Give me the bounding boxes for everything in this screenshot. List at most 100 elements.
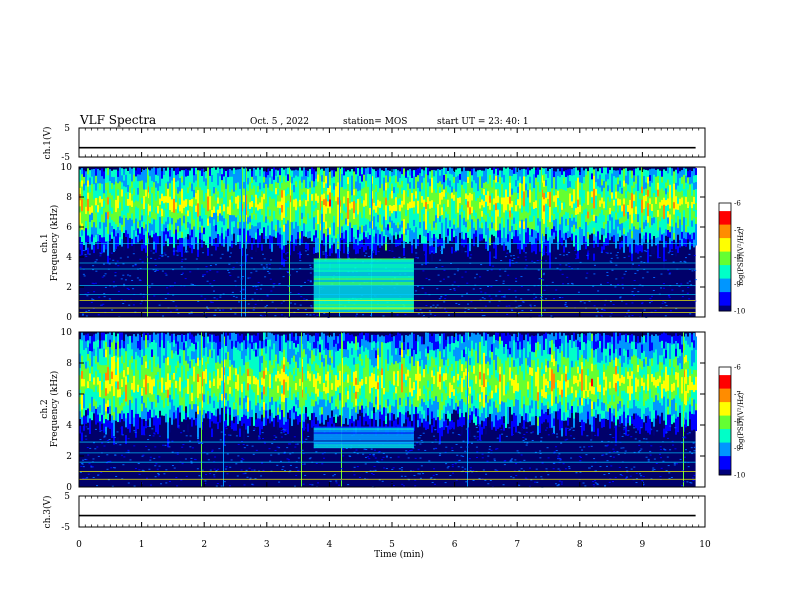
spectrogram-cell [251,231,253,238]
spectrogram-cell [463,196,465,204]
spectrogram-cell [507,196,509,205]
spectrogram-cell [323,233,325,240]
spectrogram-cell [623,204,625,212]
spectrogram-cell [617,170,619,178]
spectrogram-cell [219,220,221,229]
spectrogram-cell [363,174,365,182]
spectrogram-cell [217,221,219,229]
spectrogram-cell [669,196,671,204]
spectrogram-cell [109,376,111,385]
spectrogram-cell [589,173,591,181]
spectrogram-cell [151,180,153,188]
spectrogram-cell [551,195,553,203]
spectrogram-cell [329,206,331,215]
spectrogram-cell [509,189,511,198]
spectrogram-cell [681,238,683,247]
spectrogram-cell [597,223,599,232]
interference-line [313,266,414,268]
spectrogram-cell [211,167,213,176]
spectrogram-cell [335,186,337,195]
spectrogram-cell [205,178,207,187]
spectrogram-speckle [393,257,396,259]
spectrogram-cell [231,227,233,235]
spectrogram-cell [363,181,365,189]
spectrogram-cell [293,206,295,215]
spectrogram-cell [647,255,649,263]
spectrogram-cell [105,388,107,397]
spectrogram-speckle [649,298,652,300]
spectrogram-cell [663,218,665,227]
spectrogram-cell [199,193,201,200]
spectrogram-cell [471,181,473,189]
spectrogram-speckle [266,294,269,296]
spectrogram-cell [233,203,235,211]
spectrogram-speckle [470,301,473,303]
spectrogram-cell [309,224,311,232]
spectrogram-cell [449,187,451,195]
spectrogram-cell [353,189,355,196]
spectrogram-cell [619,186,621,194]
spectrogram-cell [553,232,555,240]
spectrogram-cell [531,191,533,200]
spectrogram-cell [135,336,137,345]
spectrogram-cell [261,220,263,228]
spectrogram-cell [425,195,427,203]
spectrogram-cell [333,170,335,178]
spectrogram-cell [87,354,89,362]
spectrogram-cell [629,177,631,186]
spectrogram-cell [579,189,581,198]
spectrogram-cell [679,178,681,186]
interference-line [313,274,414,276]
spectrogram-cell [431,200,433,209]
spectrogram-cell [197,243,199,251]
spectrogram-cell [173,240,175,249]
spectrogram-cell [125,351,127,361]
spectrogram-cell [187,170,189,177]
spectrogram-cell [461,225,463,233]
spectrogram-cell [277,195,279,203]
spectrogram-cell [517,199,519,206]
spectrogram-cell [143,215,145,223]
spectrogram-cell [597,238,599,247]
spectrogram-cell [443,211,445,220]
spectrogram-cell [361,181,363,190]
spectrogram-speckle [416,285,419,287]
spectrogram-cell [149,193,151,201]
spectrogram-cell [555,177,557,184]
spectrogram-speckle [667,269,670,271]
spectrogram-cell [363,206,365,214]
spectrogram-speckle [129,275,132,277]
spectrogram-speckle [102,263,105,265]
spectrogram-cell [443,167,445,176]
spectrogram-cell [393,222,395,230]
spectrogram-cell [217,234,219,241]
spectrogram-cell [419,191,421,199]
spectrogram-cell [447,206,449,215]
spectrogram-cell [399,237,401,246]
spectrogram-cell [203,234,205,242]
spectrogram-cell [441,238,443,247]
spectrogram-speckle [436,288,439,290]
spectrogram-cell [537,203,539,212]
spectrogram-speckle [681,296,684,298]
spectrogram-cell [343,224,345,233]
spectrogram-cell [495,196,497,204]
spectrogram-cell [407,223,409,231]
spectrogram-cell [237,221,239,230]
spectrogram-cell [99,196,101,204]
spectrogram-cell [597,208,599,217]
spectrogram-cell [443,233,445,242]
spectrogram-cell [115,218,117,225]
spectrogram-cell [229,215,231,224]
spectrogram-cell [673,183,675,191]
spectrogram-speckle [514,296,517,298]
spectrogram-speckle [134,264,137,266]
spectrogram-cell [533,188,535,196]
spectrogram-cell [413,176,415,184]
spectrogram-cell [111,170,113,178]
spectrogram-cell [457,183,459,192]
spectrogram-cell [529,170,531,178]
spectrogram-cell [611,167,613,175]
spectrogram-cell [177,193,179,201]
